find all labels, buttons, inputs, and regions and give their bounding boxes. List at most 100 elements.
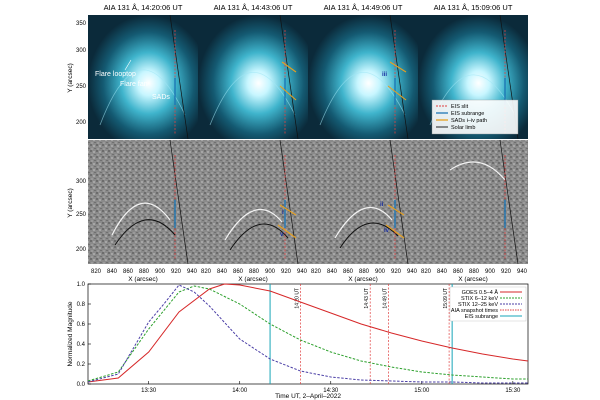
img-xtick: 900 — [265, 269, 276, 275]
sad-label-iv: iv — [384, 228, 390, 234]
lc-ylabel: Normalized Magnitude — [67, 301, 74, 366]
ytick-mid-300: 300 — [76, 179, 87, 185]
diff-solar-limb — [169, 139, 519, 265]
diff-panel-3 — [308, 140, 418, 264]
difference-row: ii iv i v — [88, 139, 528, 265]
img-xtick: 820 — [311, 269, 322, 275]
series-line-1 — [87, 285, 528, 382]
lc-legend-label: STIX 6–12 keV — [461, 296, 498, 302]
img-xtick: 840 — [217, 269, 228, 275]
img-xlabel: X (arcsec) — [238, 276, 268, 283]
lc-x-ticks: 13:30 14:00 14:30 15:00 15:30 — [141, 381, 521, 394]
lc-series — [87, 283, 529, 384]
lc-y-ticks: 0.0 0.2 0.4 0.6 0.8 1.0 — [77, 282, 91, 388]
aia-panel-3 — [308, 15, 418, 139]
img-xtick: 940 — [517, 269, 528, 275]
series-line-2 — [87, 284, 528, 384]
aia-row: Flare looptop Flare fan SADs iii EIS sli… — [88, 14, 528, 140]
img-xlabel: X (arcsec) — [348, 276, 378, 283]
img-xtick: 900 — [485, 269, 496, 275]
img-xtick: 880 — [469, 269, 480, 275]
arrow-looptop — [124, 59, 132, 71]
img-xtick: 820 — [201, 269, 212, 275]
ylabel-top: Y (arcsec) — [67, 63, 74, 93]
label-flare-looptop: Flare looptop — [95, 71, 136, 78]
sad-label-i: i — [282, 210, 284, 216]
img-xtick: 840 — [327, 269, 338, 275]
panel-title-1: AIA 131 Å, 14:20:06 UT — [104, 3, 183, 12]
legend-eis-slit: EIS slit — [451, 104, 469, 110]
diff-loops — [111, 161, 506, 241]
aia-panel-2 — [198, 15, 308, 139]
lc-xtick-label: 14:30 — [323, 388, 339, 394]
panel-title-3: AIA 131 Å, 14:49:06 UT — [324, 3, 403, 12]
img-xtick: 940 — [297, 269, 308, 275]
img-xlabel: X (arcsec) — [128, 276, 158, 283]
image-legend: EIS slit EIS subrange SADs i–iv path Sol… — [431, 99, 519, 135]
diff-eis-subrange — [174, 200, 506, 228]
img-xtick: 820 — [91, 269, 102, 275]
diff-panel-2 — [198, 140, 308, 264]
panel-title-2: AIA 131 Å, 14:43:06 UT — [214, 3, 293, 12]
img-xtick: 880 — [139, 269, 150, 275]
diff-dark-loops — [114, 219, 399, 251]
lc-xtick-label: 14:00 — [232, 388, 248, 394]
sad-label-ii: ii — [380, 202, 384, 208]
diff-panel-1 — [88, 140, 198, 264]
lc-ytick-label: 0.2 — [77, 362, 86, 368]
ytick-mid-200: 200 — [76, 247, 87, 253]
image-x-axis: 820 840 860 880 900 920 940 X (arcsec) 820 840 860… — [91, 269, 528, 283]
lc-ytick-label: 0.8 — [77, 302, 86, 308]
ytick-top-200: 200 — [76, 120, 87, 126]
snapshot-label: 14:20 UT — [294, 288, 300, 309]
ytick-top-350: 350 — [76, 21, 87, 27]
img-xtick: 940 — [187, 269, 198, 275]
image-y-axis: Y (arcsec) Y (arcsec) 350 300 250 200 30… — [67, 21, 87, 253]
lc-ytick-label: 0.4 — [77, 342, 86, 348]
lc-ytick-label: 0.6 — [77, 322, 86, 328]
sad-label-iii: iii — [382, 72, 387, 78]
img-xtick: 860 — [453, 269, 464, 275]
img-xtick: 840 — [107, 269, 118, 275]
legend-sad-path: SADs i–iv path — [451, 118, 487, 124]
sad-paths — [279, 61, 407, 101]
img-xtick: 860 — [233, 269, 244, 275]
lc-legend-label: STIX 12–25 keV — [458, 302, 498, 308]
lc-legend-label: AIA snapshot times — [451, 308, 498, 314]
img-xtick: 840 — [437, 269, 448, 275]
lc-xtick-label: 13:30 — [141, 388, 157, 394]
img-xtick: 900 — [155, 269, 166, 275]
img-xtick: 860 — [343, 269, 354, 275]
lc-xlabel: Time UT, 2–April–2022 — [275, 393, 341, 400]
img-xtick: 860 — [123, 269, 134, 275]
img-xtick: 820 — [421, 269, 432, 275]
aia-panel-1 — [88, 15, 198, 139]
img-xtick: 940 — [407, 269, 418, 275]
lc-ytick-label: 1.0 — [77, 282, 86, 288]
ytick-top-300: 300 — [76, 48, 87, 54]
lc-xtick-label: 15:30 — [505, 388, 521, 394]
diff-panel-4 — [418, 140, 528, 264]
lc-legend-label: EIS subrange — [465, 314, 498, 320]
img-xlabel: X (arcsec) — [458, 276, 488, 283]
lc-ytick-label: 0.0 — [77, 382, 86, 388]
snapshot-label: 14:43 UT — [364, 288, 370, 309]
legend-eis-subrange: EIS subrange — [451, 111, 484, 117]
ytick-top-250: 250 — [76, 84, 87, 90]
img-xtick: 920 — [501, 269, 512, 275]
lc-legend-label: GOES 0.5–4 Å — [462, 289, 499, 296]
label-flare-fan: Flare fan — [120, 81, 148, 88]
ytick-mid-250: 250 — [76, 212, 87, 218]
panel-title-4: AIA 131 Å, 15:09:06 UT — [434, 3, 513, 12]
label-sads: SADs — [152, 94, 170, 101]
img-xtick: 920 — [281, 269, 292, 275]
ylabel-mid: Y (arcsec) — [67, 188, 74, 218]
img-xtick: 920 — [171, 269, 182, 275]
img-xtick: 900 — [375, 269, 386, 275]
snapshot-label: 14:49 UT — [382, 288, 388, 309]
snapshot-label: 15:09 UT — [443, 288, 449, 309]
series-line-0 — [87, 283, 529, 383]
img-xtick: 880 — [359, 269, 370, 275]
